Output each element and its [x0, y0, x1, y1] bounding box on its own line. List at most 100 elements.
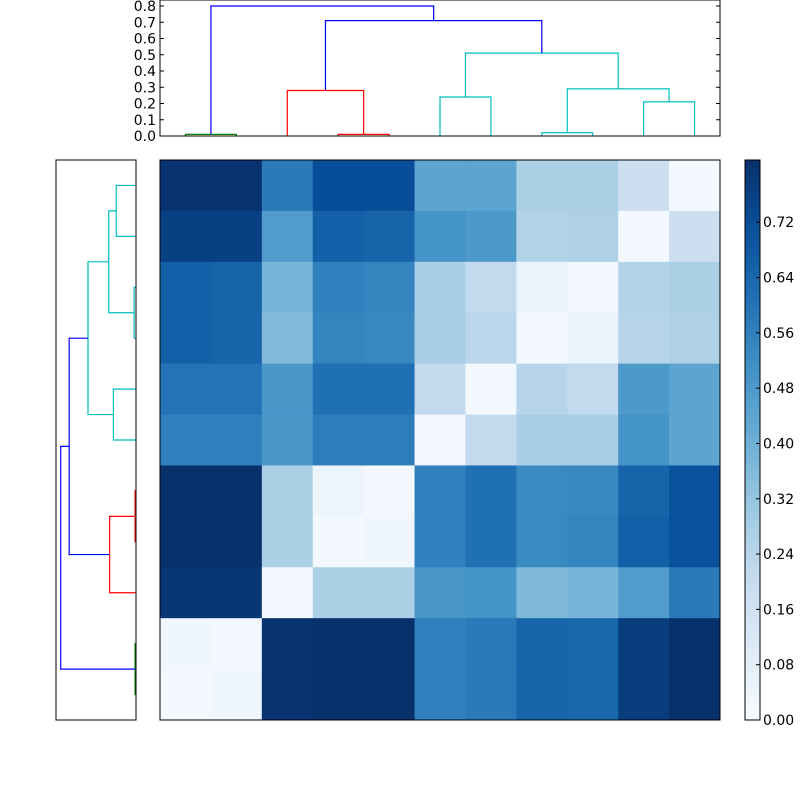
heatmap-cell — [516, 261, 568, 314]
heatmap-cell — [669, 414, 721, 466]
heatmap-cell — [567, 160, 619, 212]
heatmap-cell — [312, 669, 365, 721]
heatmap-cell — [160, 618, 212, 670]
heatmap-cell — [414, 160, 466, 212]
heatmap-cell — [363, 618, 416, 670]
heatmap-cell — [210, 261, 263, 314]
heatmap-cell — [414, 465, 466, 517]
heatmap-cell — [210, 465, 263, 517]
heatmap-cell — [160, 516, 212, 568]
heatmap-cell — [414, 516, 466, 568]
heatmap-cell — [160, 210, 212, 263]
heatmap-cell — [210, 567, 263, 619]
colorbar-tick-label: 0.32 — [763, 492, 794, 508]
heatmap-cell — [210, 363, 263, 416]
heatmap-cell — [669, 567, 721, 619]
heatmap-cell — [261, 312, 314, 365]
heatmap-cell — [312, 567, 365, 619]
heatmap-cell — [567, 618, 619, 670]
colorbar-tick-label: 0.56 — [763, 326, 794, 342]
colorbar-tick-label: 0.24 — [763, 547, 794, 563]
heatmap-cell — [312, 618, 365, 670]
heatmap-cell — [363, 363, 416, 416]
heatmap-cell — [363, 567, 416, 619]
heatmap-cell — [618, 312, 670, 365]
heatmap-cell — [312, 414, 365, 466]
heatmap-cell — [414, 261, 466, 314]
y-tick-label: 0.3 — [134, 80, 156, 96]
heatmap-cell — [210, 312, 263, 365]
heatmap-cell — [567, 261, 619, 314]
heatmap-cell — [261, 363, 314, 416]
y-tick-label: 0.2 — [134, 97, 156, 113]
heatmap-cell — [465, 210, 517, 263]
heatmap-cell — [618, 261, 670, 314]
heatmap-cell — [669, 160, 721, 212]
heatmap-cell — [210, 516, 263, 568]
heatmap-cell — [414, 363, 466, 416]
dendrogram-link — [210, 5, 435, 135]
heatmap-cell — [516, 465, 568, 517]
heatmap-cell — [312, 516, 365, 568]
heatmap-cell — [516, 669, 568, 721]
heatmap-cell — [160, 669, 212, 721]
heatmap-cell — [363, 414, 416, 466]
heatmap-cell — [567, 669, 619, 721]
heatmap-cell — [618, 160, 670, 212]
heatmap-cell — [618, 210, 670, 263]
heatmap-cell — [363, 261, 416, 314]
heatmap-cell — [414, 312, 466, 365]
heatmap-cell — [261, 669, 314, 721]
heatmap-cell — [261, 567, 314, 619]
heatmap-cell — [312, 465, 365, 517]
colorbar-tick-label: 0.16 — [763, 602, 794, 618]
heatmap-cell — [465, 160, 517, 212]
heatmap-cell — [669, 312, 721, 365]
colorbar-tick-label: 0.08 — [763, 658, 794, 674]
heatmap-cell — [363, 160, 416, 212]
heatmap-cell — [465, 261, 517, 314]
heatmap-cell — [261, 160, 314, 212]
heatmap-frame — [159, 159, 721, 721]
y-tick-label: 0.7 — [134, 15, 156, 31]
heatmap-cell — [312, 210, 365, 263]
heatmap-cell — [465, 567, 517, 619]
heatmap-cell — [210, 669, 263, 721]
heatmap-cell — [618, 363, 670, 416]
heatmap-cell — [516, 618, 568, 670]
heatmap-cell — [669, 210, 721, 263]
heatmap — [159, 159, 721, 721]
heatmap-cell — [618, 618, 670, 670]
heatmap-cell — [312, 261, 365, 314]
heatmap-cell — [160, 363, 212, 416]
y-tick-label: 0.1 — [134, 113, 156, 129]
colorbar-gradient — [744, 159, 761, 721]
heatmap-cell — [363, 465, 416, 517]
heatmap-cell — [261, 618, 314, 670]
heatmap-cell — [618, 414, 670, 466]
top-dendrogram-frame — [159, 0, 721, 137]
heatmap-cell — [516, 160, 568, 212]
colorbar-tick-label: 0.72 — [763, 215, 794, 231]
heatmap-cell — [160, 414, 212, 466]
heatmap-cell — [210, 414, 263, 466]
heatmap-cell — [465, 465, 517, 517]
y-tick-label: 0.4 — [134, 64, 156, 80]
heatmap-cell — [465, 363, 517, 416]
heatmap-cell — [618, 567, 670, 619]
heatmap-cell — [669, 363, 721, 416]
heatmap-cell — [414, 414, 466, 466]
heatmap-cell — [312, 363, 365, 416]
colorbar-tick-label: 0.00 — [763, 713, 794, 729]
heatmap-cell — [567, 567, 619, 619]
heatmap-cell — [465, 312, 517, 365]
heatmap-cell — [160, 261, 212, 314]
heatmap-cell — [312, 312, 365, 365]
heatmap-cell — [261, 210, 314, 263]
heatmap-cell — [363, 312, 416, 365]
heatmap-cell — [669, 669, 721, 721]
heatmap-cell — [465, 669, 517, 721]
heatmap-cell — [567, 465, 619, 517]
heatmap-cell — [618, 465, 670, 517]
heatmap-cell — [516, 567, 568, 619]
